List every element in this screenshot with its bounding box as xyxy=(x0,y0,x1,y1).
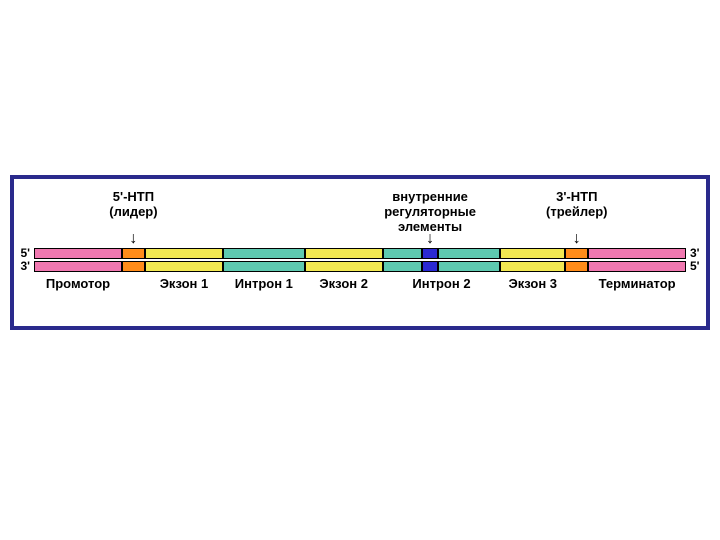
end-label-3prime-tr: 3' xyxy=(690,246,700,260)
bottom-label-promoter: Промотор xyxy=(23,277,133,292)
end-label-5prime-tl: 5' xyxy=(20,246,30,260)
segment-utr3 xyxy=(565,248,588,259)
segment-promoter xyxy=(34,261,122,272)
arrow-down-icon: ↓ xyxy=(567,230,587,248)
top-label-reg: внутренниерегуляторныеэлементы xyxy=(360,190,500,235)
segment-intron1 xyxy=(223,261,305,272)
bottom-label-exon3: Экзон 3 xyxy=(478,277,588,292)
segment-intron2a xyxy=(383,261,422,272)
top-label-utr3: 3'-НТП(трейлер) xyxy=(507,190,647,220)
segment-exon2 xyxy=(305,248,383,259)
segment-exon2 xyxy=(305,261,383,272)
segment-reg xyxy=(422,248,438,259)
segment-terminator xyxy=(588,261,686,272)
segment-exon3 xyxy=(500,248,565,259)
arrow-down-icon: ↓ xyxy=(420,230,440,248)
segment-promoter xyxy=(34,248,122,259)
arrow-down-icon: ↓ xyxy=(123,230,143,248)
bottom-strand xyxy=(34,261,686,272)
segment-exon1 xyxy=(145,261,223,272)
bottom-label-terminator: Терминатор xyxy=(582,277,692,292)
top-strand xyxy=(34,248,686,259)
segment-intron2b xyxy=(438,261,500,272)
segment-intron2a xyxy=(383,248,422,259)
segment-exon1 xyxy=(145,248,223,259)
segment-terminator xyxy=(588,248,686,259)
end-label-5prime-br: 5' xyxy=(690,259,700,273)
bottom-label-exon2: Экзон 2 xyxy=(289,277,399,292)
segment-reg xyxy=(422,261,438,272)
segment-utr5 xyxy=(122,261,145,272)
segment-intron2b xyxy=(438,248,500,259)
segment-utr5 xyxy=(122,248,145,259)
segment-exon3 xyxy=(500,261,565,272)
end-label-3prime-bl: 3' xyxy=(20,259,30,273)
segment-utr3 xyxy=(565,261,588,272)
top-label-utr5: 5'-НТП(лидер) xyxy=(63,190,203,220)
segment-intron1 xyxy=(223,248,305,259)
